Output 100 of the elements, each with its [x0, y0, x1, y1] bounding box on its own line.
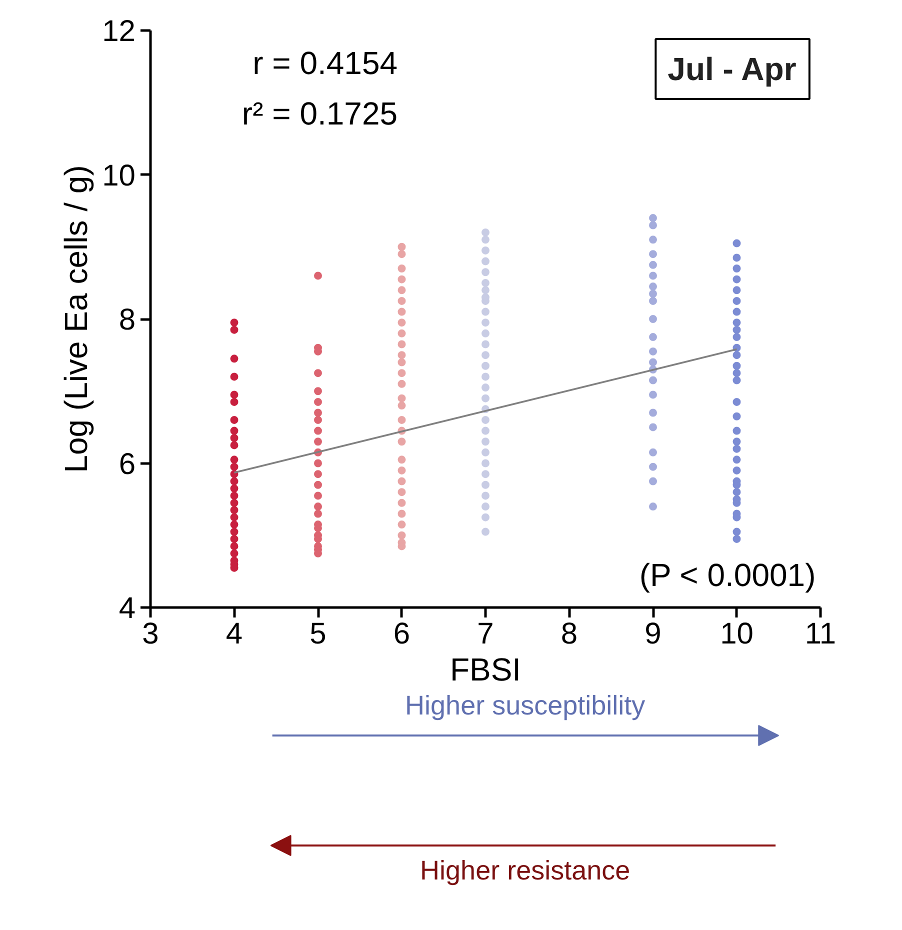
- point: [482, 528, 490, 536]
- y-tick-label: 6: [118, 448, 136, 481]
- point: [230, 416, 238, 424]
- point: [732, 351, 741, 360]
- point: [230, 528, 238, 536]
- point: [732, 333, 741, 342]
- y-tick-label: 8: [118, 304, 136, 336]
- point: [398, 456, 406, 464]
- point: [649, 390, 657, 399]
- x-axis-title: FBSI: [450, 652, 522, 688]
- point: [398, 351, 406, 360]
- point: [732, 398, 741, 406]
- point: [732, 534, 741, 543]
- point: [398, 466, 406, 474]
- point: [230, 513, 238, 522]
- point: [230, 498, 238, 507]
- point: [398, 329, 406, 338]
- point: [732, 528, 741, 536]
- point: [314, 470, 322, 478]
- point: [398, 380, 406, 388]
- point: [649, 347, 657, 356]
- point: [732, 308, 741, 316]
- point: [398, 520, 406, 529]
- x-tick-label: 8: [560, 618, 578, 650]
- point: [482, 480, 490, 489]
- point: [230, 441, 238, 450]
- point: [482, 394, 490, 402]
- annotation: r² = 0.1725: [242, 95, 398, 132]
- point: [230, 390, 238, 399]
- point: [649, 358, 657, 366]
- point: [732, 326, 741, 334]
- point: [230, 398, 238, 406]
- point: [482, 246, 490, 254]
- point: [314, 369, 322, 378]
- point: [482, 448, 490, 456]
- point: [314, 492, 322, 500]
- point: [398, 250, 406, 258]
- point: [398, 264, 406, 273]
- point: [649, 214, 657, 222]
- point: [732, 466, 741, 474]
- point: [649, 260, 657, 269]
- point: [398, 438, 406, 446]
- point: [649, 477, 657, 486]
- point: [482, 278, 490, 287]
- point: [230, 462, 238, 471]
- point: [314, 480, 322, 489]
- text: Higher resistance: [420, 856, 630, 886]
- point: [230, 354, 238, 363]
- point: [732, 376, 741, 384]
- point: [482, 438, 490, 446]
- point: [314, 416, 322, 424]
- y-tick-label: 10: [102, 159, 136, 192]
- point: [398, 402, 406, 410]
- point: [649, 376, 657, 384]
- point: [732, 254, 741, 262]
- point: [482, 513, 490, 522]
- point: [649, 448, 657, 456]
- point: [482, 502, 490, 511]
- point: [732, 264, 741, 273]
- point: [398, 358, 406, 366]
- point: [482, 351, 490, 360]
- point: [732, 488, 741, 496]
- point: [649, 290, 657, 298]
- x-tick-label: 10: [720, 618, 754, 650]
- point: [398, 308, 406, 316]
- point: [230, 520, 238, 529]
- point: [649, 315, 657, 323]
- point: [649, 236, 657, 244]
- point: [732, 239, 741, 248]
- y-tick-label: 12: [102, 15, 136, 48]
- point: [230, 434, 238, 442]
- point: [732, 438, 741, 446]
- point: [732, 456, 741, 464]
- point: [482, 459, 490, 468]
- point: [230, 372, 238, 381]
- point: [649, 272, 657, 280]
- point: [732, 426, 741, 435]
- annotation: (P < 0.0001): [639, 557, 816, 594]
- point: [482, 492, 490, 500]
- point: [649, 408, 657, 417]
- point: [732, 362, 741, 370]
- point: [230, 506, 238, 514]
- point: [398, 477, 406, 486]
- point: [482, 286, 490, 294]
- annotation: r = 0.4154: [252, 44, 398, 81]
- point: [398, 394, 406, 402]
- point: [230, 326, 238, 334]
- point: [398, 340, 406, 348]
- point: [482, 362, 490, 370]
- point: [230, 426, 238, 435]
- point: [230, 477, 238, 486]
- point: [398, 242, 406, 251]
- x-tick-label: 9: [644, 618, 662, 650]
- point: [398, 510, 406, 518]
- y-axis-title: Log (Live Ea cells / g): [58, 165, 94, 473]
- point: [398, 416, 406, 424]
- point: [482, 384, 490, 392]
- point: [482, 426, 490, 435]
- text: Higher susceptibility: [405, 690, 646, 720]
- point: [314, 459, 322, 468]
